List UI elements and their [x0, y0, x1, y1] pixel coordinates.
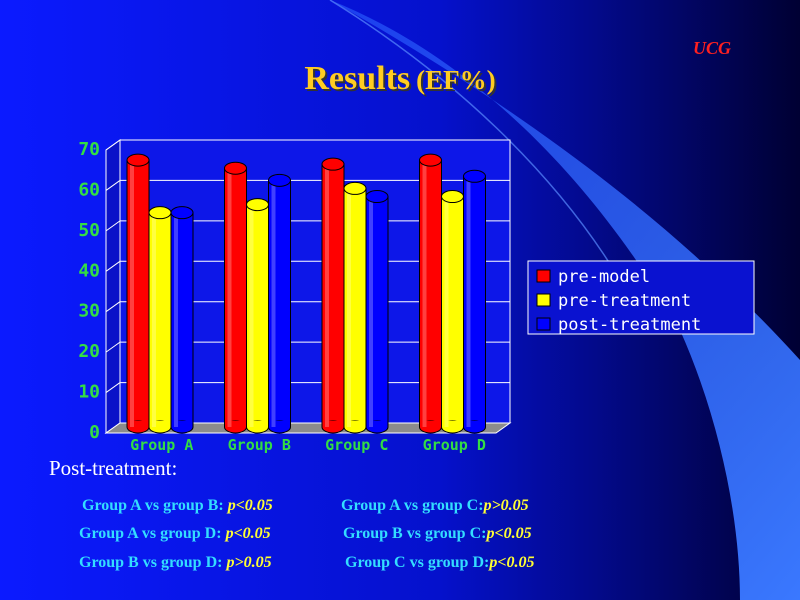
- bar-cap: [268, 173, 291, 187]
- bar-cap: [246, 198, 269, 212]
- p-value: p<0.05: [486, 525, 532, 542]
- y-tick-label: 50: [78, 220, 100, 241]
- gridline-side: [105, 139, 121, 151]
- bar-post-treatment-group-d: [463, 169, 486, 434]
- bar-cap: [126, 153, 150, 167]
- y-tick-label: 70: [78, 139, 100, 160]
- bar-cap: [148, 206, 172, 220]
- p-value: p<0.05: [225, 525, 271, 542]
- y-tick-label: 0: [89, 422, 100, 443]
- comparison-a-d: Group A vs group D: p<0.05: [79, 525, 271, 542]
- gridline-side: [105, 341, 121, 353]
- legend-label: pre-model: [558, 267, 650, 287]
- bar-pre-treatment-group-d: [441, 190, 464, 434]
- x-tick-label: Group A: [130, 436, 193, 454]
- legend-box: [527, 260, 755, 335]
- bar-cap: [170, 206, 194, 220]
- p-value: p>0.05: [226, 554, 272, 571]
- gridline-side: [105, 180, 121, 191]
- gridline-side: [105, 260, 121, 272]
- ucg-label: UCG: [693, 38, 732, 58]
- bar-post-treatment-group-a: [170, 206, 194, 434]
- x-tick-label: Group C: [325, 436, 388, 454]
- plot-side-wall: [105, 139, 121, 434]
- legend-label: pre-treatment: [558, 291, 691, 311]
- legend-swatch: [536, 269, 551, 283]
- p-value: p>0.05: [483, 497, 529, 514]
- y-tick-label: 40: [78, 260, 100, 281]
- comparison-c-d: Group C vs group D:p<0.05: [345, 554, 535, 571]
- bar-pre-model-group-d: [419, 153, 442, 434]
- bar-pre-model-group-a: [126, 153, 150, 434]
- bar-cap: [419, 153, 442, 167]
- y-tick-label: 30: [78, 301, 100, 322]
- y-tick-label: 60: [78, 179, 100, 200]
- post-treatment-label: Post-treatment:: [49, 456, 178, 480]
- comparison-b-d: Group B vs group D: p>0.05: [79, 554, 272, 571]
- title-main: Results: [304, 60, 411, 97]
- comparison-a-c: Group A vs group C:p>0.05: [341, 497, 529, 514]
- legend-swatch: [536, 293, 551, 307]
- bar-cap: [463, 169, 486, 183]
- x-tick-label: Group B: [228, 436, 291, 454]
- bar-pre-model-group-c: [321, 157, 345, 434]
- bar-cap: [343, 181, 367, 195]
- title-sub: (EF%): [416, 65, 496, 95]
- bar-post-treatment-group-c: [365, 190, 389, 434]
- gridline-side: [105, 301, 121, 313]
- y-tick-label: 10: [78, 382, 100, 403]
- bar-cap: [441, 190, 464, 204]
- bar-pre-treatment-group-c: [343, 181, 367, 434]
- bar-pre-treatment-group-a: [148, 206, 172, 434]
- comparison-a-b: Group A vs group B: p<0.05: [82, 497, 273, 514]
- bar-cap: [321, 157, 345, 171]
- bar-cap: [224, 161, 247, 175]
- gridline-side: [105, 382, 121, 393]
- p-value: p<0.05: [227, 497, 273, 514]
- p-value: p<0.05: [489, 554, 535, 571]
- bar-post-treatment-group-b: [268, 173, 291, 434]
- y-tick-label: 20: [78, 341, 100, 362]
- legend-label: post-treatment: [558, 315, 701, 335]
- gridline-side: [105, 220, 121, 232]
- bar-cap: [365, 190, 389, 204]
- bar-pre-model-group-b: [224, 161, 247, 434]
- bar-pre-treatment-group-b: [246, 198, 269, 434]
- x-tick-label: Group D: [423, 436, 486, 454]
- legend-swatch: [536, 317, 551, 331]
- comparison-b-c: Group B vs group C:p<0.05: [343, 525, 532, 542]
- slide-title: Results (EF%): [0, 60, 800, 98]
